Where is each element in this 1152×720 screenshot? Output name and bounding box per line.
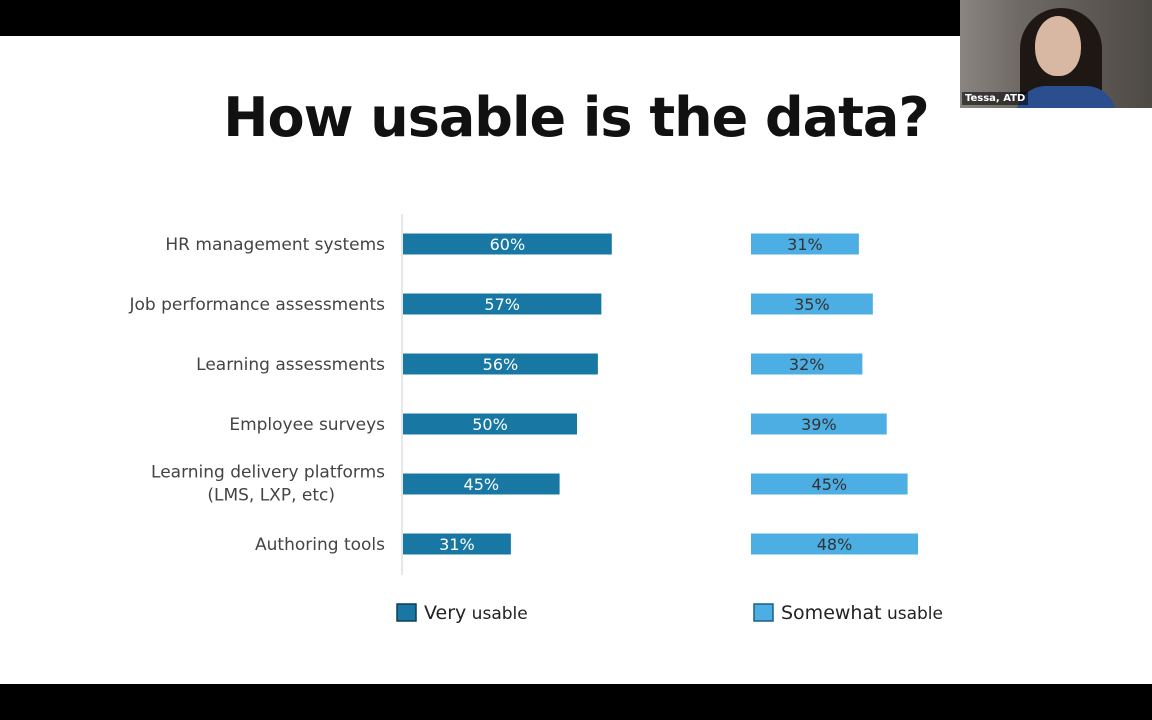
category-label: Job performance assessments — [128, 295, 385, 315]
bar-very-usable — [403, 473, 560, 495]
legend-label-main: Somewhat — [781, 602, 882, 624]
category-label: Authoring tools — [255, 535, 385, 555]
bar-somewhat-usable — [751, 473, 908, 495]
participant-shirt — [1016, 86, 1116, 108]
legend-label-suffix: usable — [882, 604, 943, 624]
bar-somewhat-usable — [751, 353, 863, 375]
bar-somewhat-usable — [751, 293, 873, 315]
data-label: 35% — [794, 295, 830, 314]
legend-swatch-somewhat-usable — [753, 603, 774, 622]
legend-label-very-usable: Very usable — [424, 602, 528, 624]
bottom-letterbox — [0, 684, 1152, 720]
data-label: 45% — [812, 475, 848, 494]
bar-somewhat-usable — [751, 233, 859, 255]
participant-name-label: Tessa, ATD — [962, 92, 1029, 105]
bar-very-usable — [403, 413, 577, 435]
bar-very-usable — [403, 533, 511, 555]
category-label-line: (LMS, LXP, etc) — [207, 486, 335, 506]
category-label-line: Employee surveys — [229, 415, 385, 435]
bar-very-usable — [403, 293, 602, 315]
bar-somewhat-usable — [751, 413, 887, 435]
data-label: 60% — [490, 235, 526, 254]
bar-very-usable — [403, 233, 612, 255]
bar-somewhat-usable — [751, 533, 919, 555]
data-label: 32% — [789, 355, 825, 374]
category-label: Learning assessments — [196, 355, 385, 375]
category-label-line: Job performance assessments — [128, 295, 385, 315]
data-label: 39% — [801, 415, 837, 434]
category-label-line: Learning assessments — [196, 355, 385, 375]
legend-label-main: Very — [424, 602, 466, 624]
category-label-line: HR management systems — [165, 235, 385, 255]
legend-label-somewhat-usable: Somewhat usable — [781, 602, 943, 624]
data-label: 31% — [439, 535, 475, 554]
slide-title: How usable is the data? — [223, 86, 929, 149]
legend-swatch-very-usable — [396, 603, 417, 622]
data-label: 45% — [464, 475, 500, 494]
data-label: 48% — [817, 535, 853, 554]
data-label: 31% — [787, 235, 823, 254]
participant-video-tile[interactable]: Tessa, ATD — [960, 0, 1152, 108]
category-label: HR management systems — [165, 235, 385, 255]
category-label: Employee surveys — [229, 415, 385, 435]
bar-very-usable — [403, 353, 598, 375]
participant-face — [1035, 16, 1081, 76]
category-label-line: Authoring tools — [255, 535, 385, 555]
data-label: 56% — [483, 355, 519, 374]
category-label: Learning delivery platforms (LMS, LXP, et… — [151, 463, 385, 506]
data-label: 50% — [472, 415, 508, 434]
category-label-line: Learning delivery platforms — [151, 463, 385, 483]
legend-label-suffix: usable — [466, 604, 527, 624]
data-label: 57% — [484, 295, 520, 314]
